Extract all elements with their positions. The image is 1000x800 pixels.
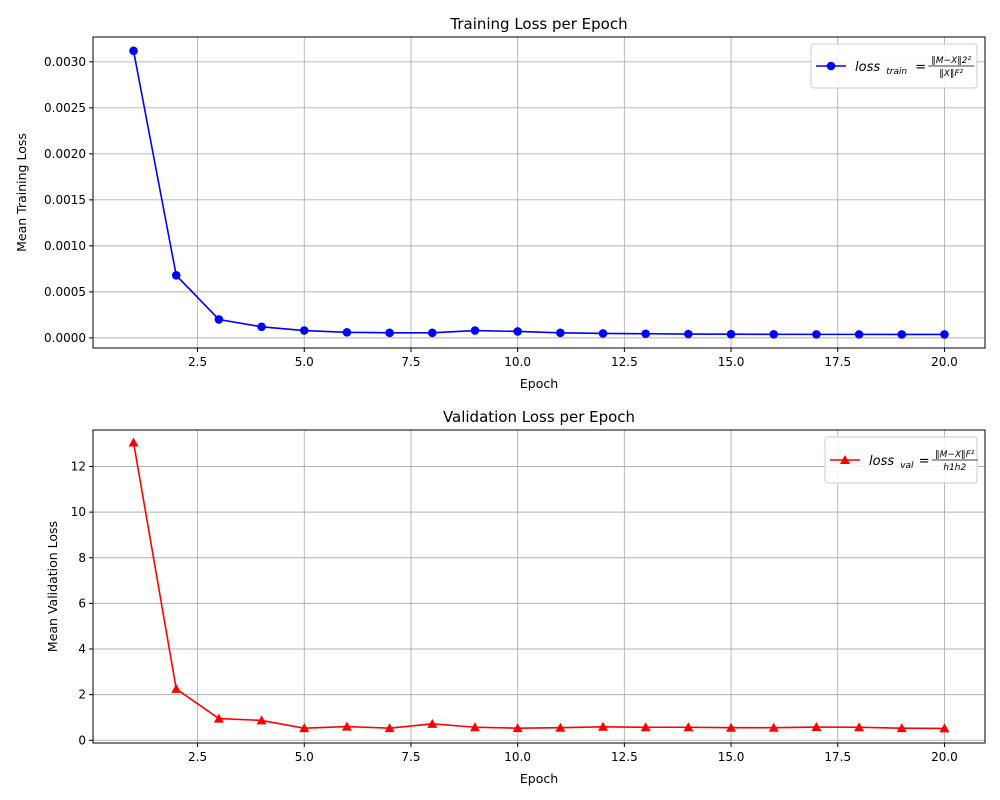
- chart-title: Validation Loss per Epoch: [443, 408, 635, 426]
- legend-denominator: h1h2: [943, 463, 966, 473]
- axes-frame: [92, 429, 986, 744]
- data-point: [768, 722, 779, 732]
- data-point: [213, 713, 224, 723]
- data-point: [214, 315, 224, 324]
- legend-subscript: train: [886, 67, 907, 77]
- y-tick-label: 0.0010: [44, 239, 86, 253]
- x-tick-label: 7.5: [401, 355, 420, 369]
- legend: loss train = ‖M−X‖2² ‖X‖F²: [810, 43, 978, 89]
- data-point: [171, 271, 181, 280]
- data-point: [256, 715, 267, 725]
- x-tick-label: 20.0: [931, 355, 958, 369]
- legend-equals: =: [919, 454, 930, 469]
- legend-label: loss: [855, 60, 880, 75]
- data-point: [513, 327, 522, 336]
- x-tick-label: 20.0: [931, 750, 958, 764]
- x-tick-label: 15.0: [718, 750, 745, 764]
- y-tick-label: 12: [71, 460, 86, 474]
- x-tick-label: 5.0: [295, 355, 314, 369]
- data-point: [556, 328, 565, 338]
- y-axis-label: Mean Training Loss: [14, 133, 29, 252]
- data-point: [470, 326, 480, 335]
- data-point: [385, 328, 394, 338]
- y-tick-label: 0: [78, 733, 86, 747]
- legend-subscript: val: [900, 461, 914, 471]
- x-tick-label: 12.5: [611, 355, 638, 369]
- data-point: [427, 718, 438, 728]
- data-point: [811, 722, 822, 732]
- y-tick-label: 0.0000: [44, 331, 86, 345]
- data-point: [299, 326, 309, 335]
- legend-numerator: ‖M−X‖2²: [931, 56, 971, 66]
- y-tick-label: 0.0005: [44, 285, 86, 299]
- data-point: [683, 722, 694, 732]
- data-point: [812, 330, 821, 339]
- x-tick-label: 2.5: [188, 355, 207, 369]
- data-point: [769, 329, 779, 339]
- legend-numerator: ‖M−X‖F²: [935, 450, 975, 460]
- data-point: [428, 328, 437, 338]
- data-point: [939, 723, 950, 733]
- x-axis-label: Epoch: [520, 376, 558, 391]
- data-point: [940, 330, 949, 339]
- y-tick-label: 4: [78, 642, 86, 656]
- y-tick-label: 0.0030: [44, 55, 86, 69]
- y-tick-label: 10: [71, 505, 86, 519]
- y-tick-label: 0.0015: [44, 193, 86, 207]
- legend-denominator: ‖X‖F²: [939, 69, 963, 79]
- y-axis-label: Mean Validation Loss: [45, 521, 60, 652]
- series-line: [132, 50, 945, 336]
- data-point: [512, 723, 523, 733]
- data-point: [342, 328, 352, 337]
- x-tick-label: 15.0: [718, 355, 745, 369]
- data-point: [384, 723, 395, 733]
- data-point: [469, 722, 480, 732]
- y-tick-label: 2: [78, 688, 86, 702]
- x-tick-label: 17.5: [824, 355, 851, 369]
- data-point: [257, 322, 266, 332]
- data-point: [341, 721, 352, 731]
- data-point: [726, 329, 736, 339]
- x-tick-label: 7.5: [401, 750, 420, 764]
- data-point: [854, 722, 865, 732]
- data-point: [171, 683, 182, 693]
- data-point: [897, 330, 907, 339]
- data-point: [129, 46, 138, 56]
- data-point: [598, 721, 609, 731]
- data-point: [726, 722, 737, 732]
- axes-frame: [92, 36, 986, 349]
- x-axis-label: Epoch: [520, 771, 558, 786]
- x-tick-label: 2.5: [188, 750, 207, 764]
- data-point: [598, 329, 608, 338]
- x-tick-label: 5.0: [295, 750, 314, 764]
- data-point: [299, 723, 310, 733]
- data-point: [684, 329, 693, 339]
- y-tick-label: 0.0025: [44, 101, 86, 115]
- data-point: [854, 330, 864, 339]
- legend-box: [810, 43, 978, 89]
- legend: loss val = ‖M−X‖F² h1h2: [824, 436, 978, 484]
- legend-label: loss: [869, 454, 894, 469]
- x-tick-label: 17.5: [824, 750, 851, 764]
- y-tick-label: 6: [78, 596, 86, 610]
- data-point: [641, 329, 650, 339]
- y-tick-label: 8: [78, 551, 86, 565]
- data-point: [555, 722, 566, 732]
- data-point: [640, 722, 651, 732]
- x-tick-label: 12.5: [611, 750, 638, 764]
- data-point: [896, 723, 907, 733]
- data-point: [128, 437, 139, 447]
- series-line: [132, 442, 945, 730]
- legend-equals: =: [915, 60, 926, 75]
- legend-marker: [826, 61, 836, 71]
- x-tick-label: 10.0: [504, 750, 531, 764]
- subplot-2: 2.5 5.0 7.5 10.0 12.5 15.0 17.5 20.0 0 2 4 6 8 10 12 Va…: [45, 408, 986, 786]
- x-tick-label: 10.0: [504, 355, 531, 369]
- subplot-1: 2.5 5.0 7.5 10.0 12.5 15.0 17.5 20.0 0.0000 0.000…: [14, 15, 986, 391]
- y-tick-label: 0.0020: [44, 147, 86, 161]
- chart-title: Training Loss per Epoch: [449, 15, 627, 33]
- legend-marker: [840, 455, 850, 464]
